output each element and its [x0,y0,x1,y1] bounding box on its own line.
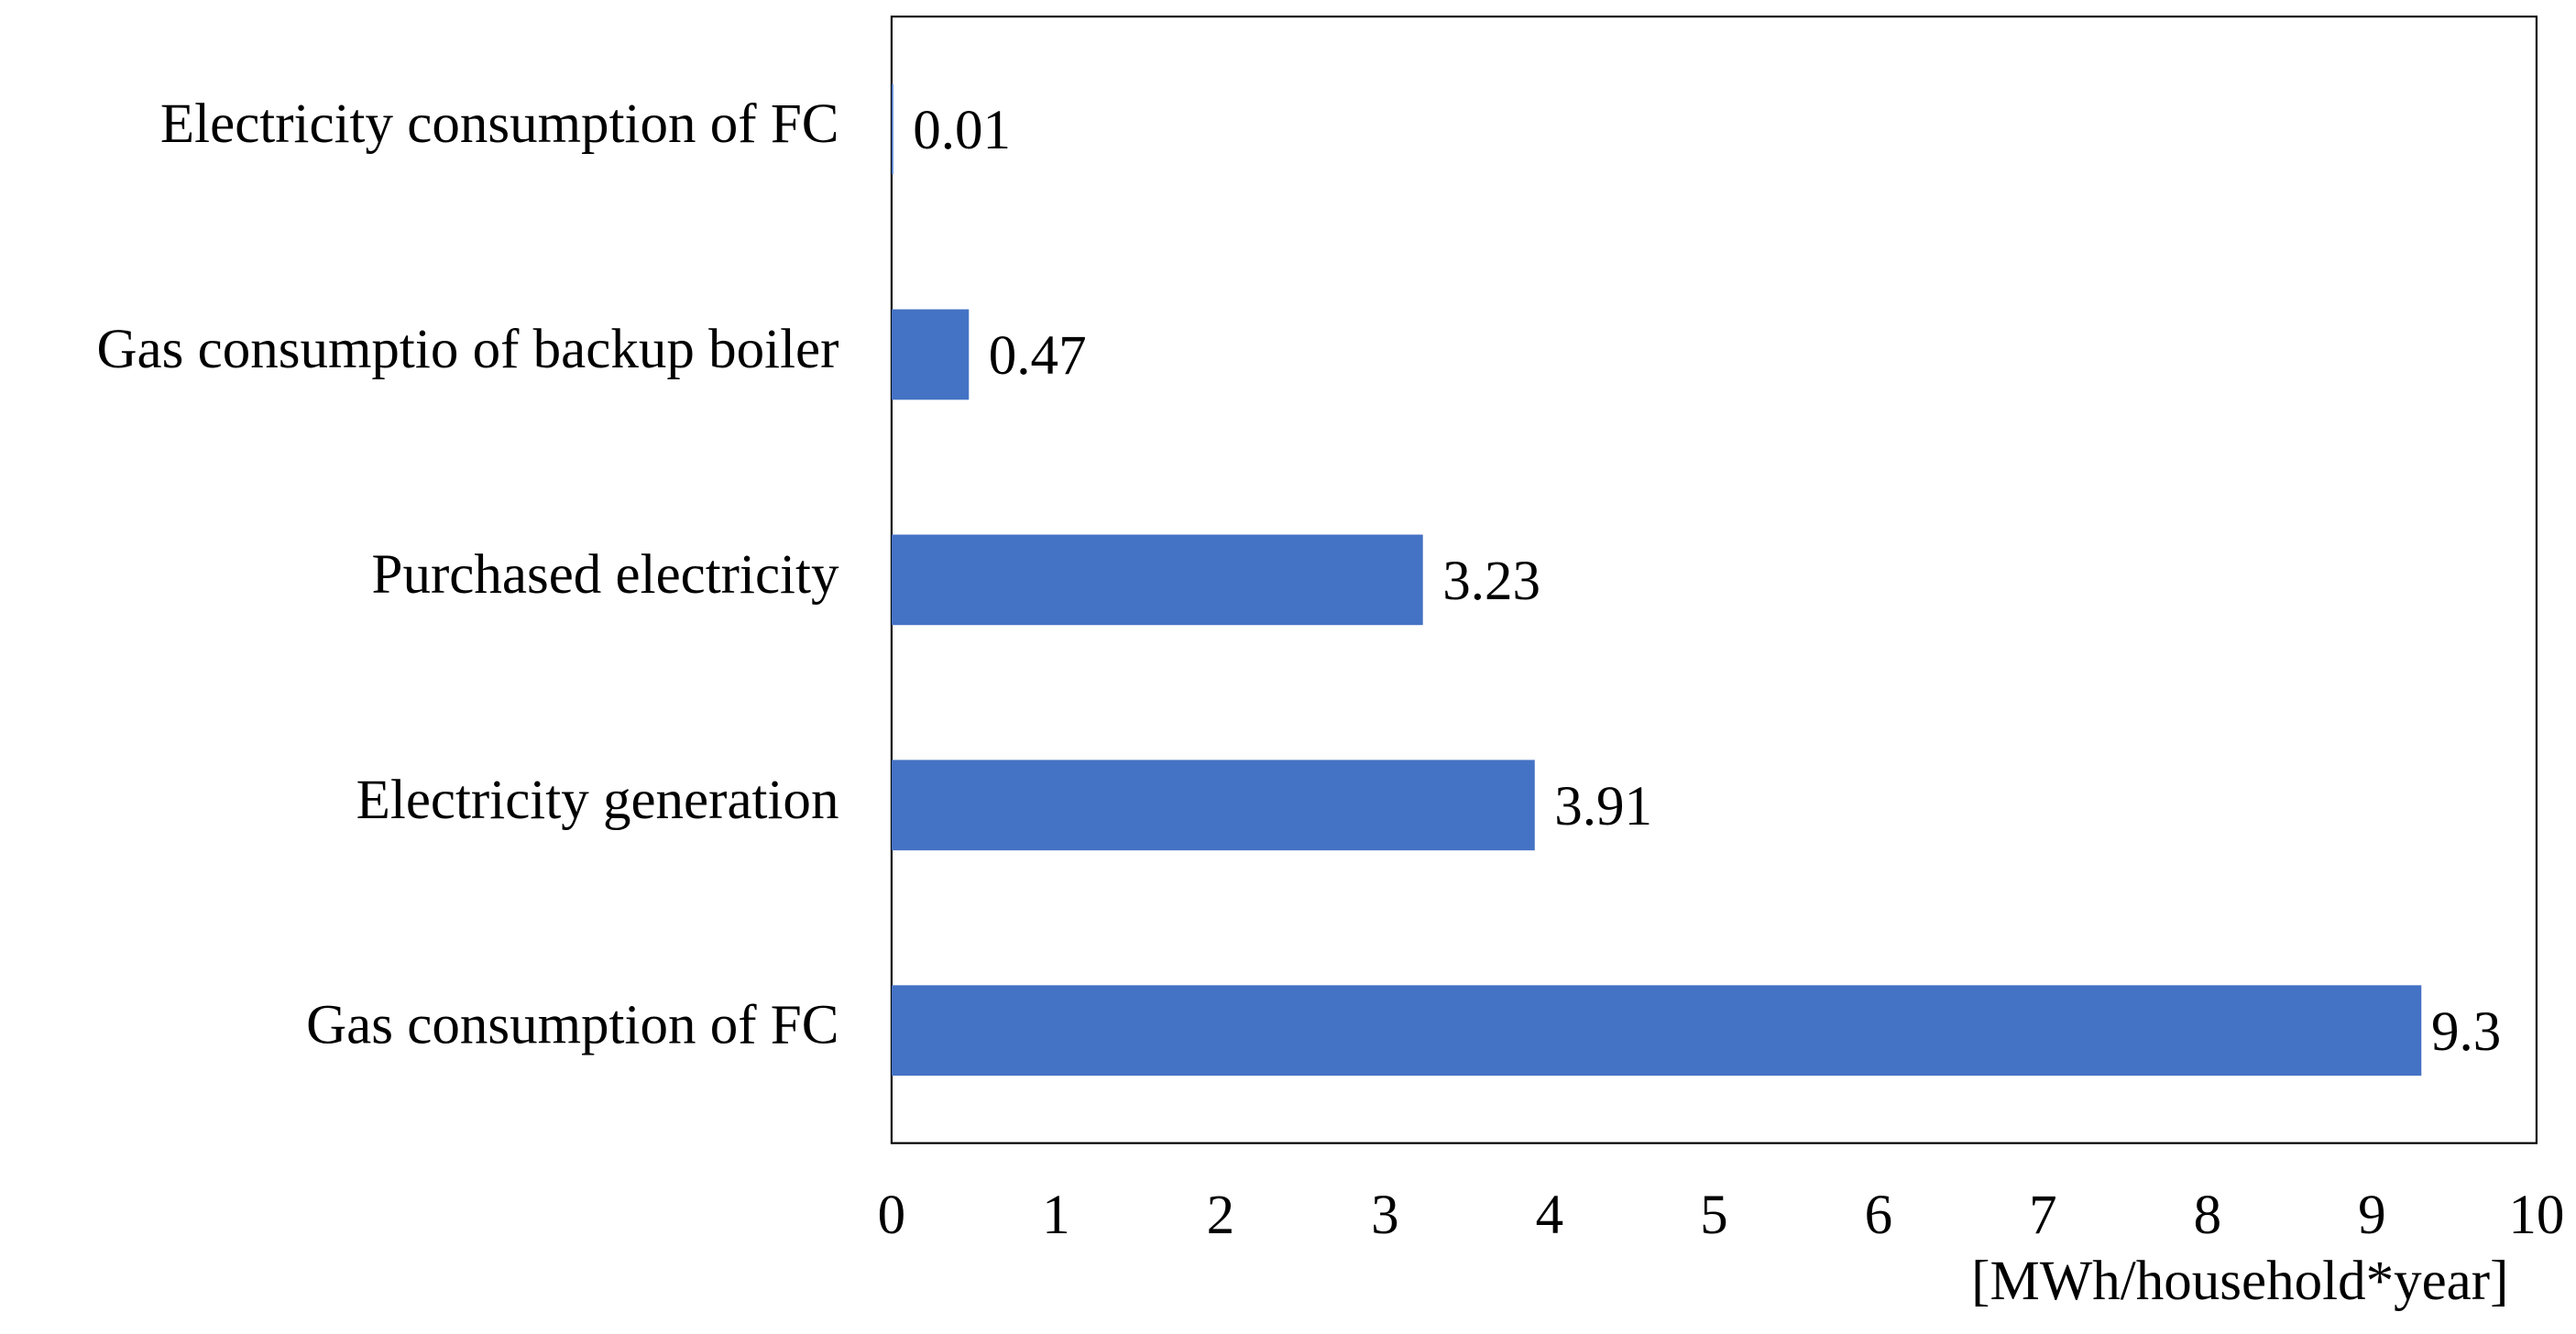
x-tick-label: 8 [2194,1185,2222,1246]
x-axis-label: [MWh/household*year] [1971,1251,2508,1312]
x-tick-label: 0 [878,1185,906,1246]
data-label: 3.91 [1554,776,1652,837]
y-tick-label: Electricity generation [356,770,839,831]
bar [891,985,2422,1077]
x-tick-label: 5 [1700,1185,1728,1246]
y-tick-label: Gas consumption of FC [306,995,839,1056]
x-tick-label: 7 [2029,1185,2057,1246]
y-tick-label: Gas consumptio of backup boiler [96,319,839,380]
data-label: 3.23 [1442,551,1540,612]
x-tick-label: 1 [1042,1185,1070,1246]
x-tick-label: 9 [2358,1185,2386,1246]
y-tick-label: Electricity consumption of FC [160,93,839,155]
y-tick-label: Purchased electricity [372,544,839,606]
data-label: 0.47 [989,325,1087,387]
x-tick-label: 3 [1371,1185,1399,1246]
data-label: 9.3 [2431,1001,2501,1063]
x-tick-label: 10 [2508,1185,2564,1246]
x-tick-label: 2 [1207,1185,1235,1246]
data-label: 0.01 [913,100,1011,161]
bar [891,760,1535,851]
x-tick-label: 4 [1536,1185,1564,1246]
bar [891,309,970,400]
x-tick-label: 6 [1865,1185,1893,1246]
bar [891,83,893,175]
bar [891,534,1423,626]
